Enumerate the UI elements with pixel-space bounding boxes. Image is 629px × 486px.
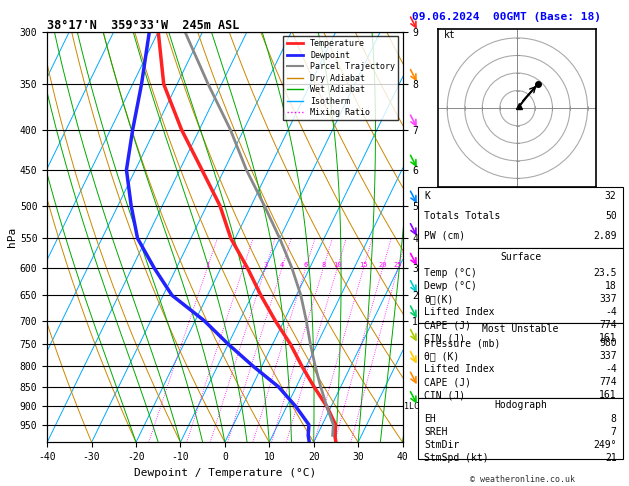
Bar (418, 248, 623, 323)
Text: Most Unstable: Most Unstable (482, 325, 559, 334)
Text: -4: -4 (605, 307, 616, 317)
Text: PW (cm): PW (cm) (425, 231, 465, 241)
Text: 09.06.2024  00GMT (Base: 18): 09.06.2024 00GMT (Base: 18) (412, 12, 601, 22)
Text: 8: 8 (611, 414, 616, 423)
Text: Pressure (mb): Pressure (mb) (425, 338, 501, 348)
Text: 23.5: 23.5 (593, 268, 616, 278)
Text: 10: 10 (333, 262, 342, 268)
Text: -4: -4 (605, 364, 616, 374)
Text: 8: 8 (321, 262, 325, 268)
Text: 161: 161 (599, 333, 616, 343)
Text: 337: 337 (599, 294, 616, 304)
Legend: Temperature, Dewpoint, Parcel Trajectory, Dry Adiabat, Wet Adiabat, Isotherm, Mi: Temperature, Dewpoint, Parcel Trajectory… (284, 36, 398, 121)
Text: 38°17'N  359°33'W  245m ASL: 38°17'N 359°33'W 245m ASL (47, 18, 240, 32)
Text: 25: 25 (394, 262, 402, 268)
Text: Totals Totals: Totals Totals (425, 211, 501, 221)
Text: kt: kt (443, 30, 455, 40)
Text: 18: 18 (605, 281, 616, 291)
Text: 15: 15 (359, 262, 368, 268)
Text: CIN (J): CIN (J) (425, 390, 465, 400)
Text: 1LCL: 1LCL (404, 402, 424, 411)
Text: © weatheronline.co.uk: © weatheronline.co.uk (470, 474, 574, 484)
Y-axis label: km
ASL: km ASL (435, 226, 452, 248)
Text: Hodograph: Hodograph (494, 399, 547, 410)
Text: Dewp (°C): Dewp (°C) (425, 281, 477, 291)
Text: SREH: SREH (425, 427, 448, 436)
Text: 20: 20 (379, 262, 387, 268)
Text: 2.89: 2.89 (593, 231, 616, 241)
Text: CAPE (J): CAPE (J) (425, 320, 471, 330)
Text: 4: 4 (280, 262, 284, 268)
Text: 50: 50 (605, 211, 616, 221)
Text: Temp (°C): Temp (°C) (425, 268, 477, 278)
Text: EH: EH (425, 414, 436, 423)
Y-axis label: hPa: hPa (7, 227, 17, 247)
Text: Lifted Index: Lifted Index (425, 364, 495, 374)
Bar (418, 398, 623, 459)
Text: K: K (425, 191, 430, 202)
Bar (418, 187, 623, 248)
Text: 3: 3 (264, 262, 267, 268)
Text: 249°: 249° (593, 439, 616, 450)
Text: 774: 774 (599, 320, 616, 330)
Text: CIN (J): CIN (J) (425, 333, 465, 343)
Text: 161: 161 (599, 390, 616, 400)
Text: θᴄ (K): θᴄ (K) (425, 351, 460, 362)
Text: Mixing Ratio (g/kg): Mixing Ratio (g/kg) (445, 181, 455, 293)
Text: 774: 774 (599, 378, 616, 387)
Text: 32: 32 (605, 191, 616, 202)
X-axis label: Dewpoint / Temperature (°C): Dewpoint / Temperature (°C) (134, 468, 316, 478)
Text: 1: 1 (205, 262, 209, 268)
Text: Lifted Index: Lifted Index (425, 307, 495, 317)
Text: 337: 337 (599, 351, 616, 362)
Text: StmDir: StmDir (425, 439, 460, 450)
Text: 980: 980 (599, 338, 616, 348)
Bar (418, 323, 623, 398)
Text: 2: 2 (241, 262, 245, 268)
Text: StmSpd (kt): StmSpd (kt) (425, 452, 489, 463)
Text: θᴄ(K): θᴄ(K) (425, 294, 454, 304)
Text: Surface: Surface (500, 252, 541, 262)
Text: 6: 6 (304, 262, 308, 268)
Text: 21: 21 (605, 452, 616, 463)
Text: 7: 7 (611, 427, 616, 436)
Text: CAPE (J): CAPE (J) (425, 378, 471, 387)
